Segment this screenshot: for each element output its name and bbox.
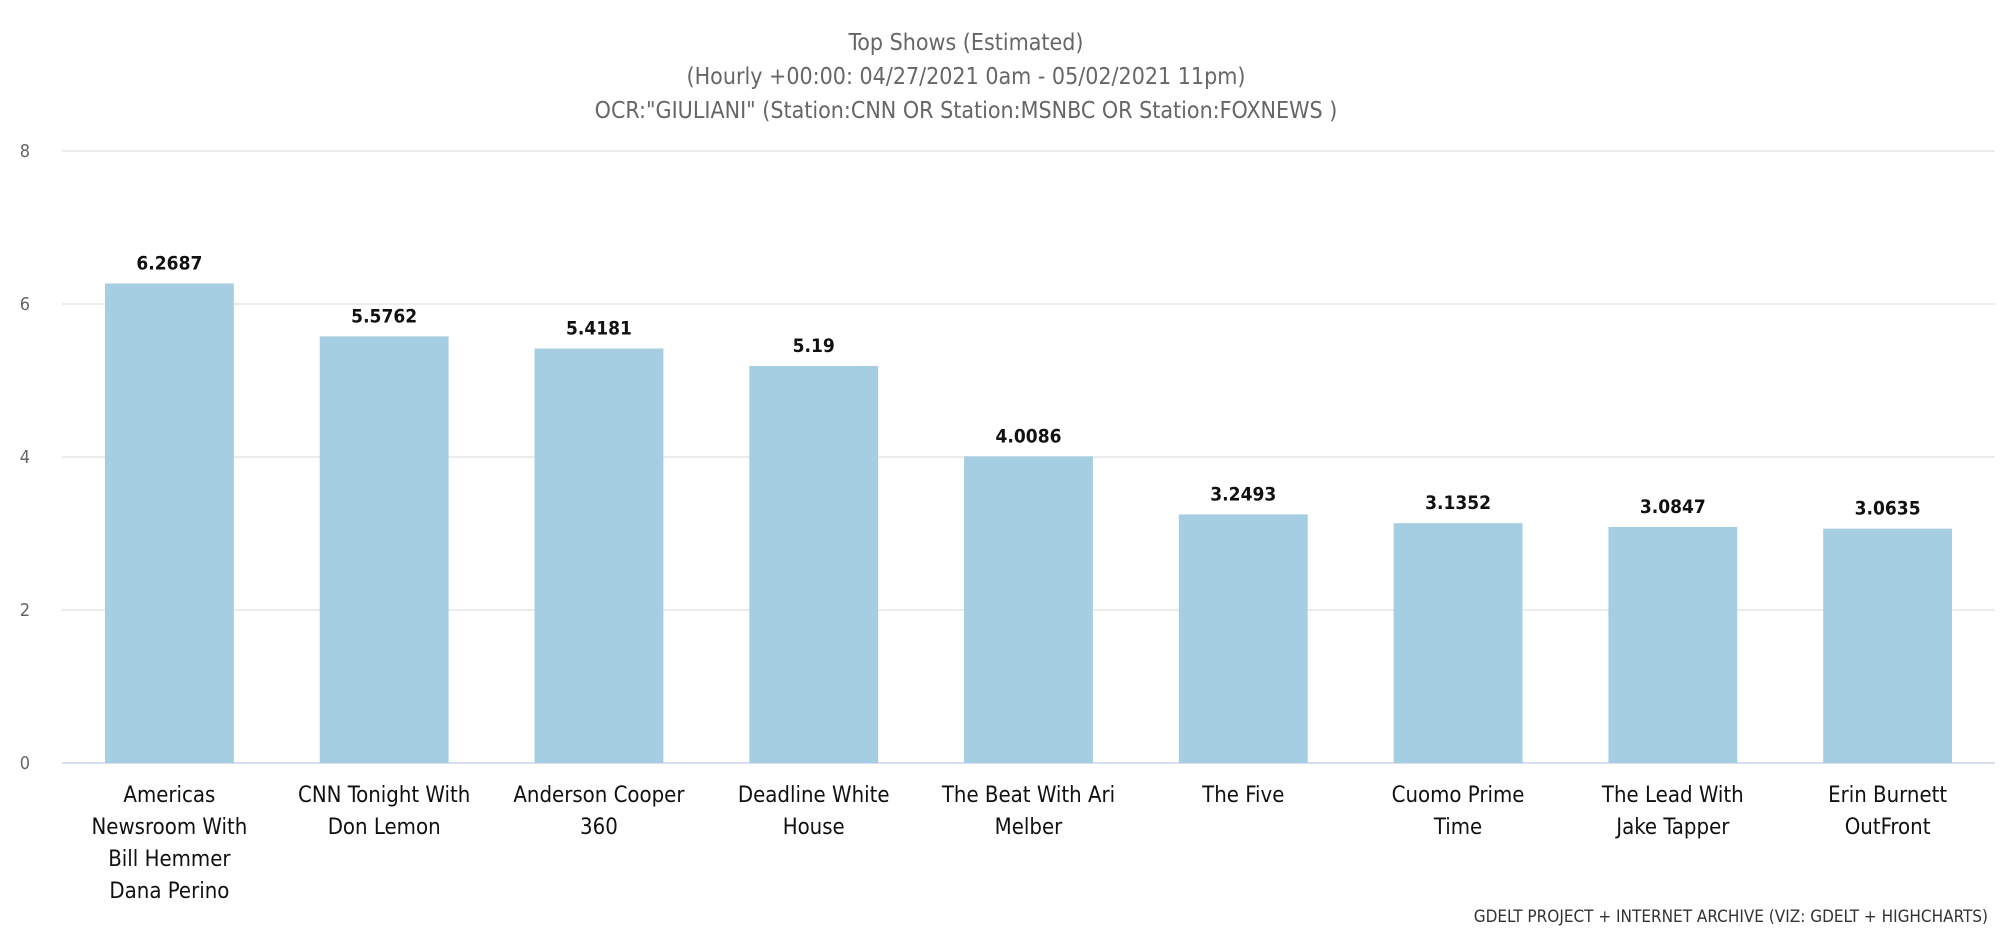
x-tick-label: Cuomo Prime: [1392, 783, 1525, 808]
data-label: 3.2493: [1210, 483, 1276, 505]
bar: [749, 365, 879, 763]
data-label: 3.1352: [1425, 492, 1491, 514]
bars: [104, 283, 1953, 763]
chart-title: Top Shows (Estimated) (Hourly +00:00: 04…: [595, 30, 1338, 124]
data-label: 4.0086: [996, 425, 1062, 447]
chart-title-line-1: Top Shows (Estimated): [848, 30, 1084, 56]
chart-title-line-3: OCR:"GIULIANI" (Station:CNN OR Station:M…: [595, 98, 1338, 124]
x-tick-label: Bill Hemmer: [108, 847, 231, 872]
bar: [104, 283, 234, 763]
data-label: 6.2687: [136, 252, 202, 274]
x-tick-label: The Five: [1201, 783, 1284, 808]
data-label: 5.4181: [566, 318, 632, 340]
y-tick-label: 4: [20, 447, 30, 468]
bar: [319, 336, 449, 763]
x-tick-label: Melber: [995, 815, 1064, 840]
x-tick-label: Newsroom With: [91, 815, 247, 840]
x-tick-label: Erin Burnett: [1828, 783, 1947, 808]
y-axis: 0 2 4 6 8: [20, 141, 30, 774]
bar: [964, 456, 1093, 763]
x-tick-label: OutFront: [1845, 815, 1931, 840]
x-tick-label: Jake Tapper: [1614, 815, 1730, 840]
data-label: 5.5762: [351, 305, 417, 327]
chart-title-line-2: (Hourly +00:00: 04/27/2021 0am - 05/02/2…: [687, 64, 1246, 90]
x-tick-label: House: [783, 815, 845, 840]
data-label: 5.19: [793, 335, 835, 357]
data-label: 3.0847: [1640, 496, 1706, 518]
bar: [1178, 514, 1308, 763]
x-tick-label: Time: [1433, 815, 1482, 840]
x-tick-label: Don Lemon: [328, 815, 441, 840]
x-tick-label: Deadline White: [738, 783, 890, 808]
y-tick-label: 8: [20, 141, 30, 162]
y-tick-label: 2: [20, 600, 30, 621]
x-tick-label: Anderson Cooper: [513, 783, 685, 808]
x-axis: Americas Newsroom With Bill Hemmer Dana Per…: [91, 783, 1947, 904]
bar: [1823, 528, 1953, 763]
bar: [1608, 527, 1738, 763]
x-tick-label: The Beat With Ari: [941, 783, 1115, 808]
x-tick-label: The Lead With: [1601, 783, 1744, 808]
x-tick-label: CNN Tonight With: [298, 783, 470, 808]
y-tick-label: 6: [20, 294, 30, 315]
y-tick-label: 0: [20, 753, 30, 774]
data-label: 3.0635: [1855, 498, 1921, 520]
x-tick-label: 360: [580, 815, 618, 840]
bar: [1393, 523, 1523, 763]
bar: [534, 348, 664, 763]
x-tick-label: Dana Perino: [109, 879, 229, 904]
data-labels: 6.2687 5.5762 5.4181 5.19 4.0086 3.2493 3.1352…: [136, 252, 1920, 519]
x-tick-label: Americas: [123, 783, 215, 808]
chart-credit: GDELT PROJECT + INTERNET ARCHIVE (VIZ: G…: [1474, 907, 1988, 927]
